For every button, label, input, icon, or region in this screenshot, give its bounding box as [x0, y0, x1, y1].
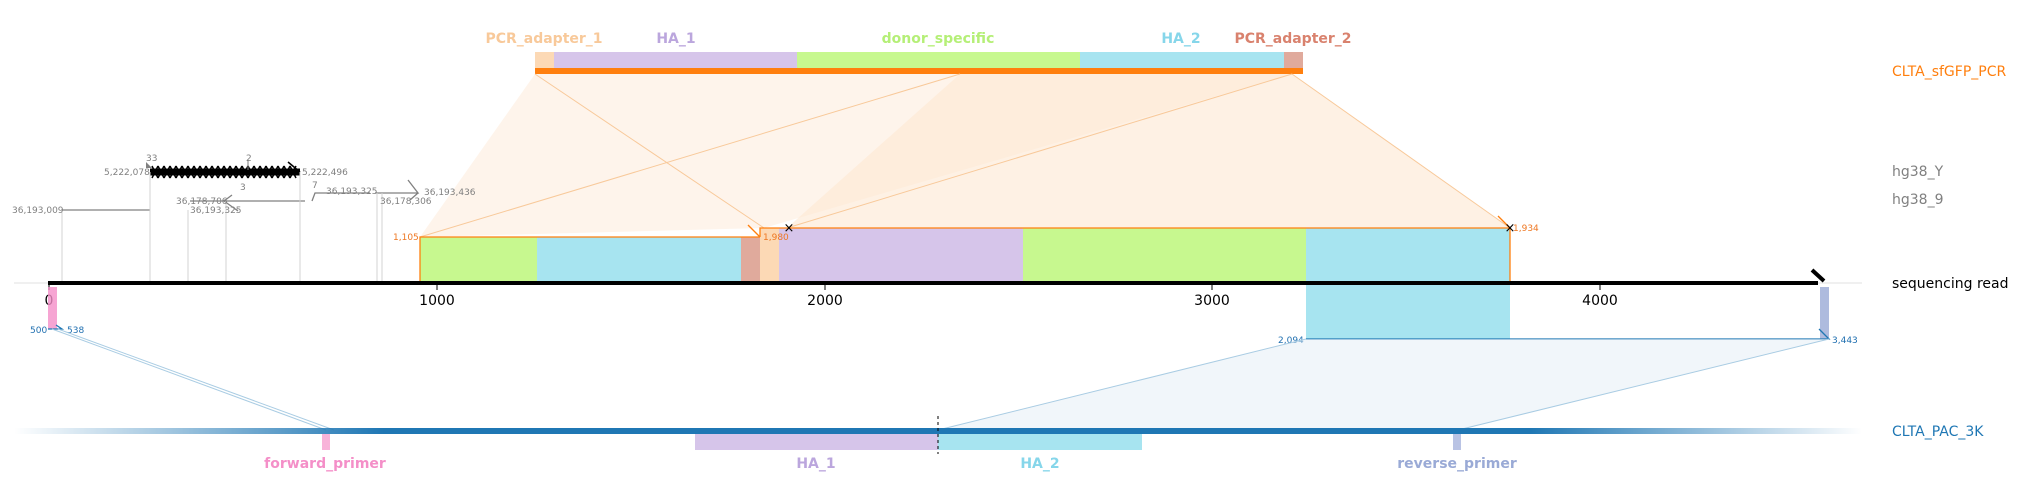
pcr-feature-label: PCR_adapter_2 — [1234, 31, 1351, 47]
hg38-y-count-b: 2 — [246, 154, 252, 164]
hg38-9-alignments — [61, 172, 420, 283]
pcr-feature-block — [535, 52, 554, 68]
pcr-line — [535, 68, 1303, 74]
pac-feature-block — [695, 434, 938, 450]
read-coord: 500 — [30, 326, 47, 336]
hg38-y-count-a: 33 — [146, 154, 157, 164]
hg38-y-arrow-left — [146, 162, 152, 168]
read-block-ha1 — [779, 228, 1023, 283]
pac-feature-label: forward_primer — [264, 456, 386, 472]
read-block-adapter1 — [760, 228, 779, 283]
hg38-9-coord: 36,178,706 — [176, 197, 228, 207]
axis-tick: 3000 — [1194, 293, 1230, 309]
read-block-pac-ha2 — [1306, 283, 1510, 339]
pac-feature-label: HA_1 — [796, 456, 835, 472]
pcr-feature-block — [797, 52, 1080, 68]
pcr-feature-block — [1284, 52, 1303, 68]
hg38-y-count-c: 3 — [240, 183, 246, 193]
axis-tick: 1000 — [419, 293, 455, 309]
read-coord: 3,443 — [1832, 336, 1858, 346]
pcr-projections — [419, 73, 1511, 238]
pac-feature-label: HA_2 — [1020, 456, 1059, 472]
read-block-forward-primer — [48, 287, 57, 329]
read-block-donor2 — [1023, 228, 1306, 283]
hg38-9-coord: 36,193,325 — [326, 187, 378, 197]
hg38-9-coord: 36,193,325 — [190, 206, 242, 216]
read-coord: 1,105 — [393, 233, 419, 243]
read-mark-x: × — [784, 221, 795, 236]
axis-tick: 4000 — [1582, 293, 1618, 309]
hg38-9-segment — [223, 194, 233, 202]
read-coord: 538 — [67, 326, 84, 336]
read-coord: 1,934 — [1513, 224, 1539, 234]
read-block-donor — [420, 237, 537, 283]
hg38-y-ticks — [151, 165, 297, 179]
read-arrow — [1810, 268, 1826, 283]
pcr-feature-label: HA_2 — [1161, 31, 1200, 47]
read-axis: 0 1000 2000 3000 4000 sequencing read — [14, 268, 2008, 309]
read-block-reverse-primer — [1820, 287, 1829, 339]
pcr-feature-label: donor_specific — [882, 31, 995, 47]
pac-feature-block — [938, 434, 1142, 450]
pac-projections — [51, 328, 1830, 431]
row-label-hg38-y: hg38_Y — [1892, 164, 1944, 180]
pcr-projection-b — [787, 74, 1510, 228]
hg38-y-coord-right: 5,222,496 — [302, 168, 348, 178]
hg38-9-coord: 36,193,436 — [424, 188, 476, 198]
hg38-y-coord-left: 5,222,078 — [104, 168, 150, 178]
hg38-9-segment — [225, 192, 370, 202]
read-pcr-blocks: × × 1,105 1,980 1,934 — [393, 215, 1539, 339]
row-label-pcr: CLTA_sfGFP_PCR — [1892, 64, 2006, 80]
read-coord: 2,094 — [1278, 336, 1304, 346]
hg38-y-alignments: 5,222,078 5,222,496 33 2 3 7 — [104, 154, 348, 193]
hg38-9-coord: 36,178,306 — [380, 197, 432, 207]
read-block-ha2 — [537, 237, 741, 283]
pac-track: forward_primer HA_1 HA_2 reverse_primer … — [14, 416, 1984, 472]
pcr-track: PCR_adapter_1 HA_1 donor_specific HA_2 P… — [485, 31, 2006, 80]
hg38-9-segment — [375, 179, 420, 201]
row-label-pac: CLTA_PAC_3K — [1892, 424, 1984, 440]
read-coord: 1,980 — [763, 233, 789, 243]
pcr-feature-block — [554, 52, 797, 68]
pac-feature-block — [1453, 434, 1461, 450]
axis-tick: 2000 — [807, 293, 843, 309]
read-block-adapter2 — [741, 237, 760, 283]
pcr-feature-label: PCR_adapter_1 — [485, 31, 602, 47]
pac-feature-label: reverse_primer — [1397, 456, 1517, 472]
read-mark-x: × — [1505, 221, 1516, 236]
row-label-hg38-9: hg38_9 — [1892, 192, 1943, 208]
pac-feature-block — [322, 434, 330, 450]
pcr-feature-label: HA_1 — [656, 31, 695, 47]
row-label-read: sequencing read — [1892, 276, 2008, 292]
pcr-feature-block — [1080, 52, 1284, 68]
hg38-9-coord: 36,193,009 — [12, 206, 64, 216]
read-block-ha2b — [1306, 228, 1510, 283]
hg38-y-count-d: 7 — [312, 181, 318, 191]
